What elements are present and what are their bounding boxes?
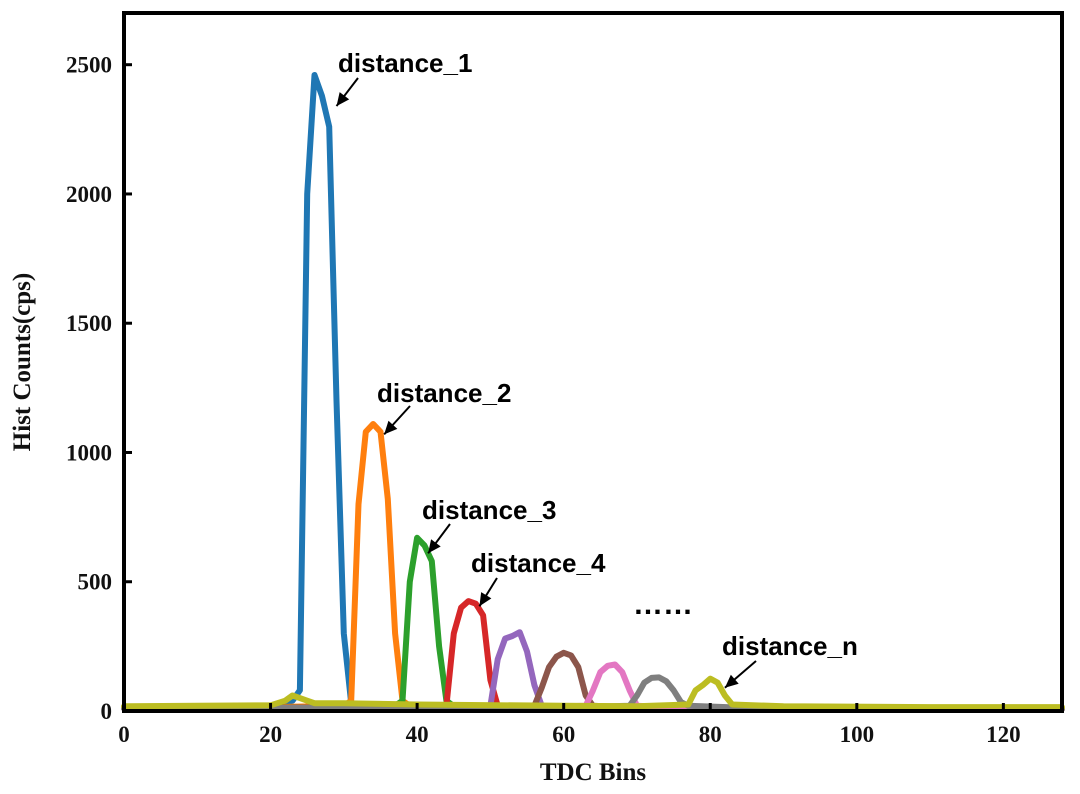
y-axis-title: Hist Counts(cps)	[9, 273, 36, 452]
annotations: distance_1 distance_2 distance_3 distanc…	[338, 48, 858, 661]
annotation-distance-n: distance_n	[722, 631, 858, 661]
x-tick-label: 80	[699, 722, 722, 747]
series-line-1	[121, 72, 1065, 712]
annotation-distance-1: distance_1	[338, 48, 472, 78]
x-axis-title: TDC Bins	[540, 759, 647, 786]
series-line-9	[121, 675, 1065, 711]
annotation-arrows	[335, 77, 757, 689]
series-line-5	[121, 629, 1065, 712]
annotation-distance-2: distance_2	[377, 378, 511, 408]
annotation-arrow-head	[724, 674, 739, 688]
y-tick-label: 1000	[66, 440, 112, 465]
plot-frame	[122, 11, 1064, 713]
ellipsis-marker: ……	[633, 588, 693, 621]
series-line-6	[121, 649, 1065, 712]
y-tick-label: 2000	[66, 182, 112, 207]
x-tick-label: 20	[259, 722, 282, 747]
annotation-arrow-head	[479, 592, 492, 607]
annotation-distance-4: distance_4	[471, 548, 606, 578]
x-axis-ticks: 0 20 40 60 80 100 120	[118, 703, 1021, 747]
annotation-distance-3: distance_3	[422, 495, 556, 525]
y-tick-label: 1500	[66, 311, 112, 336]
y-tick-label: 500	[78, 570, 113, 595]
x-tick-label: 60	[552, 722, 575, 747]
y-tick-label: 2500	[66, 53, 112, 78]
y-tick-label: 0	[101, 699, 113, 724]
x-tick-label: 0	[118, 722, 130, 747]
x-tick-label: 100	[840, 722, 875, 747]
annotation-arrow-head	[336, 92, 350, 107]
plot-lines	[121, 72, 1065, 712]
annotation-arrow-head	[384, 420, 398, 435]
y-axis-ticks: 0 500 1000 1500 2000 2500	[66, 53, 132, 724]
annotation-arrow-head	[428, 539, 441, 554]
x-tick-label: 120	[986, 722, 1021, 747]
x-tick-label: 40	[406, 722, 429, 747]
